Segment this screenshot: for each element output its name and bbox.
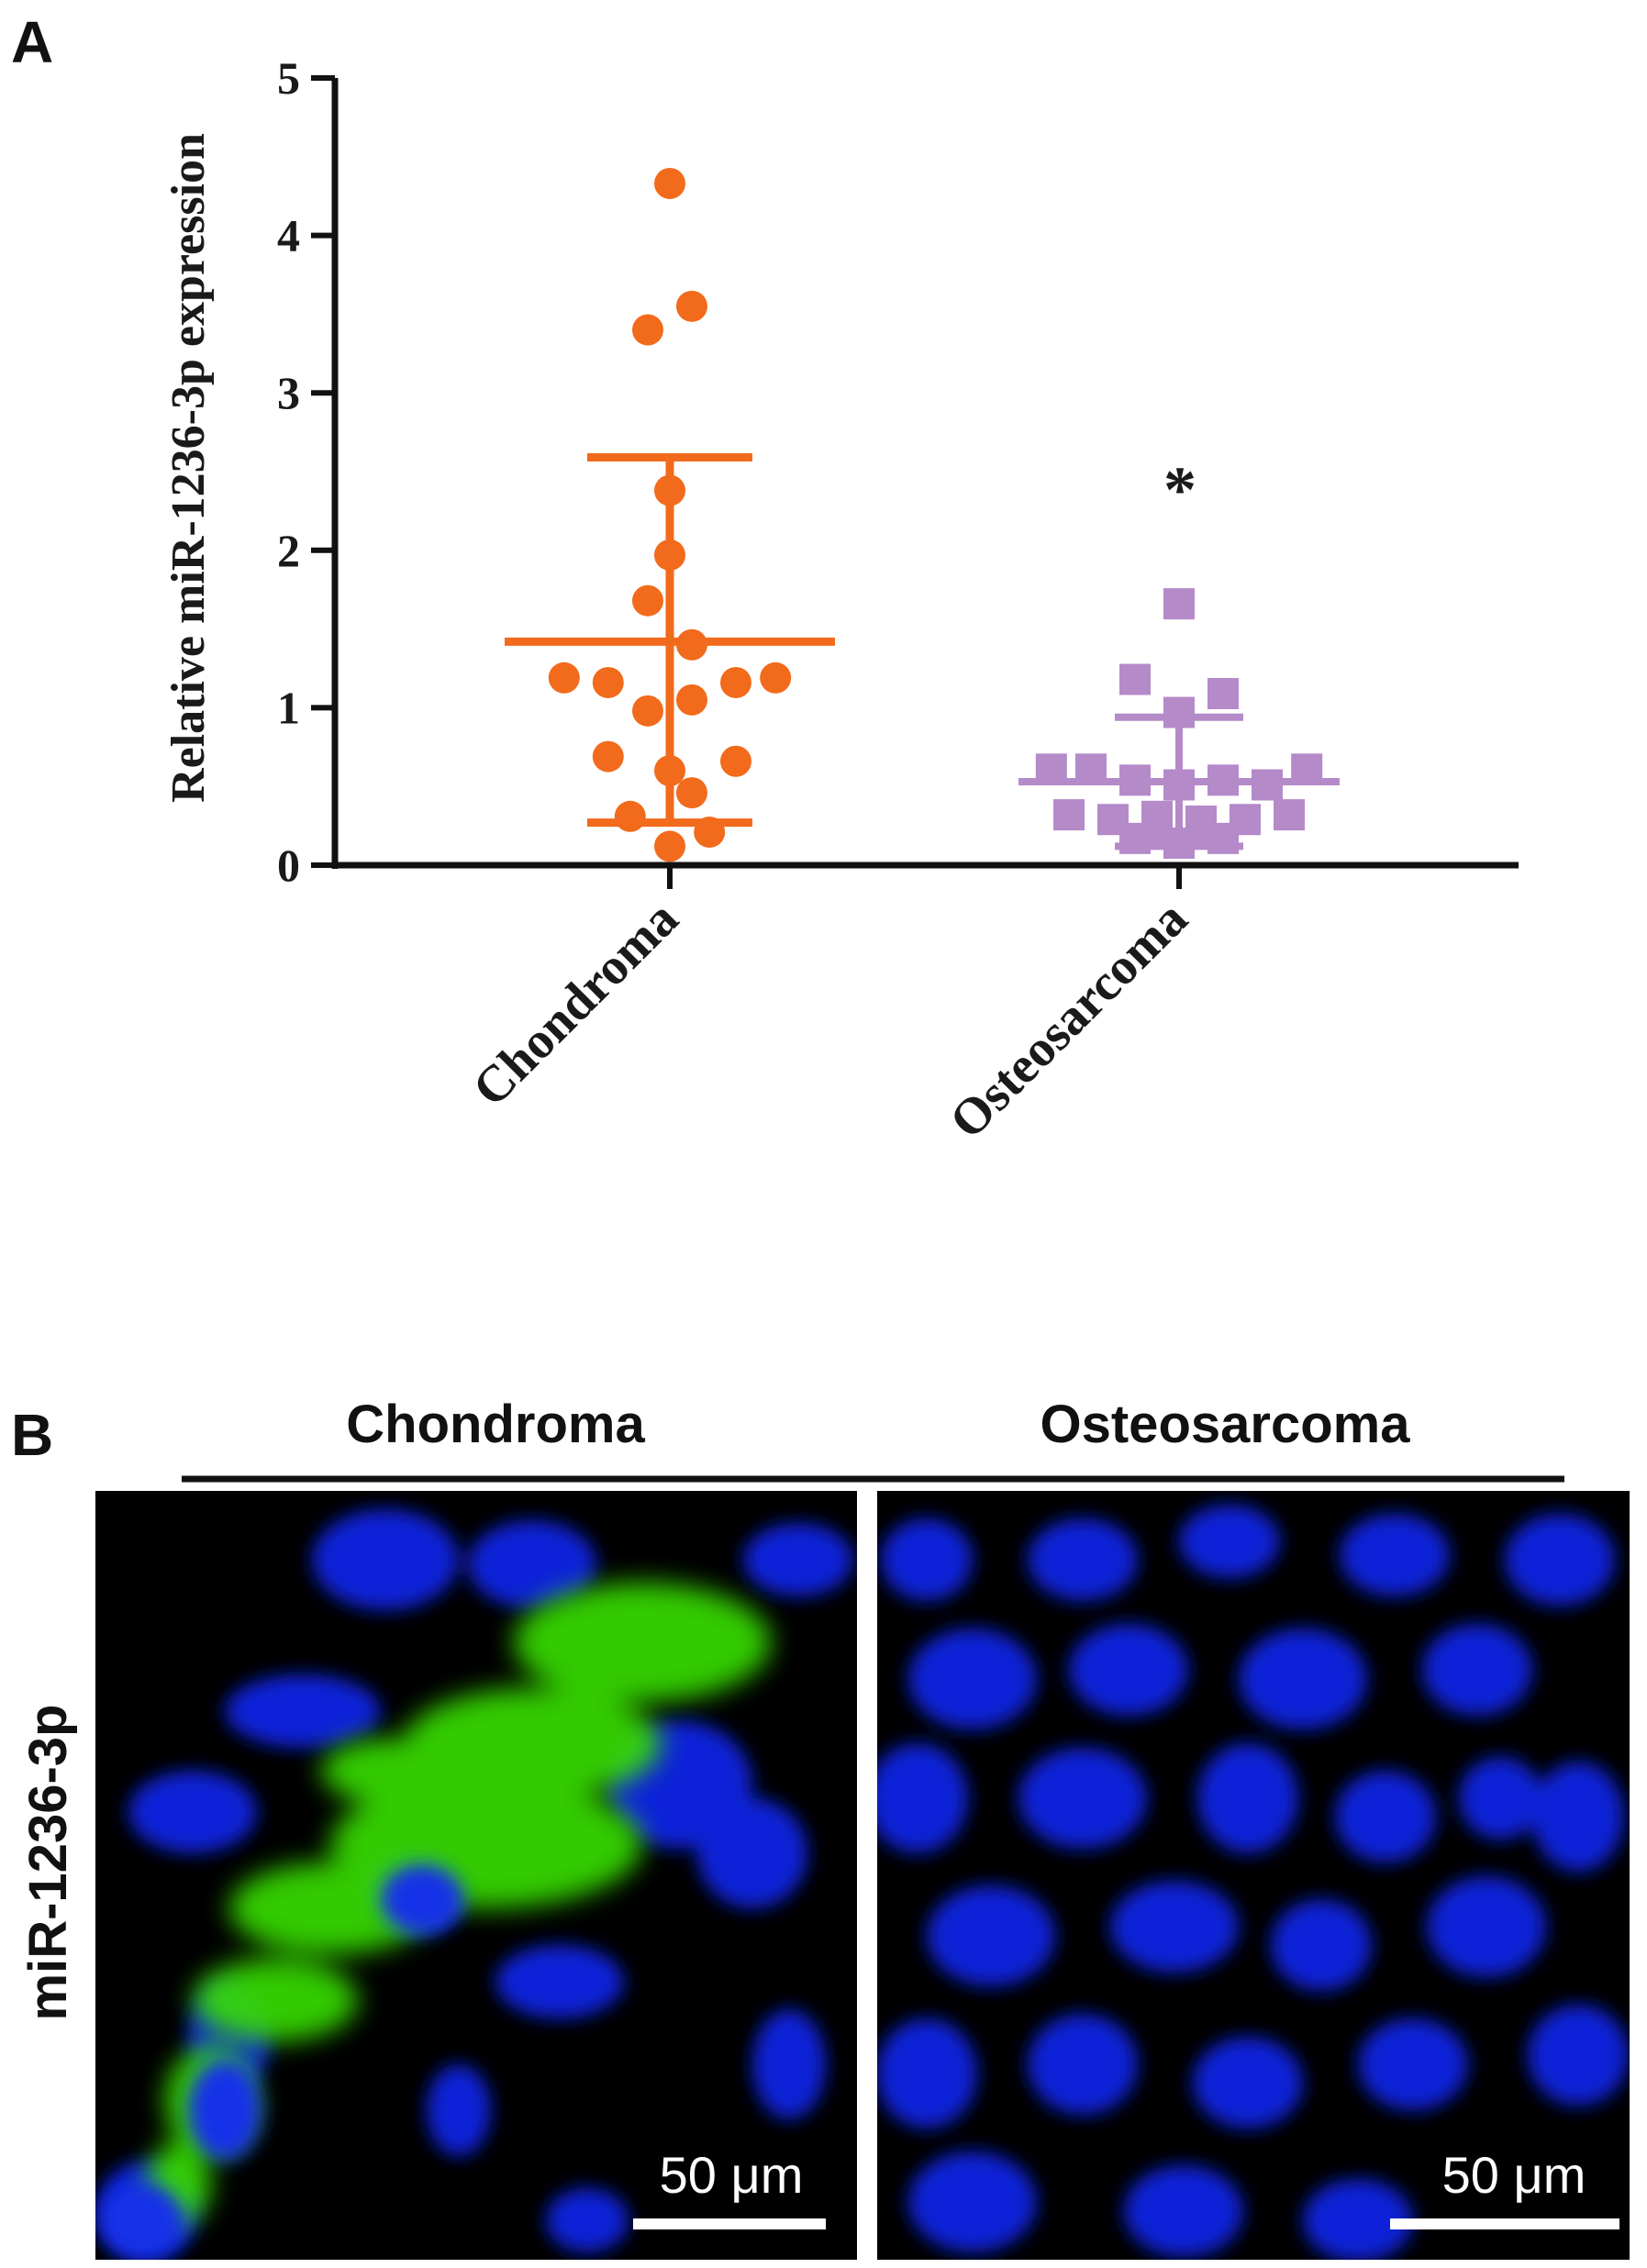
column-header-chondroma: Chondroma [346, 1395, 645, 1454]
data-point [654, 830, 685, 862]
y-tick-label: 0 [277, 839, 300, 891]
data-point [1207, 677, 1239, 709]
x-ticks: Chondroma Osteosarcoma [462, 865, 1198, 1150]
data-point [632, 584, 663, 617]
series-osteosarcoma [1018, 588, 1340, 859]
y-axis-label: Relative miR-1236-3p expression [162, 133, 215, 803]
data-point [614, 800, 646, 832]
x-tick-label: Chondroma [462, 890, 689, 1117]
data-point [720, 666, 751, 698]
data-point [632, 314, 663, 346]
y-tick-label: 5 [277, 52, 300, 104]
data-point [1119, 663, 1151, 695]
scale-bar-label-left: 50 μm [660, 2146, 804, 2204]
panel-b: B Chondroma Osteosarcoma miR-1236-3p [11, 1395, 1630, 2260]
panel-a: A Relative miR-1236-3p expression 0 1 2 3 4 5… [11, 9, 1519, 1150]
data-point [592, 666, 624, 698]
column-header-osteosarcoma: Osteosarcoma [1041, 1395, 1411, 1454]
series-chondroma [505, 167, 835, 862]
data-point [654, 167, 685, 199]
y-tick-label: 1 [277, 682, 300, 733]
data-point [592, 740, 624, 773]
data-point [1274, 799, 1305, 831]
data-point [760, 662, 792, 694]
y-tick-label: 3 [277, 367, 300, 418]
data-point [720, 745, 751, 777]
data-point [1141, 815, 1173, 847]
y-tick-label: 4 [277, 210, 300, 261]
panel-a-letter: A [11, 9, 53, 75]
y-ticks: 0 1 2 3 4 5 [277, 52, 335, 891]
data-point [632, 695, 663, 727]
data-point [1053, 799, 1085, 831]
data-point [676, 684, 707, 716]
series-layer [505, 167, 1340, 862]
scale-bar-left [633, 2218, 826, 2229]
data-point [1163, 588, 1195, 620]
row-label: miR-1236-3p [18, 1705, 78, 2021]
micrograph-osteosarcoma [877, 1491, 1630, 2260]
scale-bar-right [1390, 2218, 1619, 2229]
y-tick-label: 2 [277, 525, 300, 576]
data-point [1185, 816, 1217, 848]
significance-asterisk: * [1163, 453, 1196, 527]
axes [331, 78, 1519, 869]
micrograph-chondroma [95, 1491, 857, 2260]
data-point [676, 290, 707, 322]
x-tick-label: Osteosarcoma [939, 890, 1198, 1150]
panel-b-letter: B [11, 1402, 53, 1468]
data-point [548, 662, 580, 694]
scale-bar-label-right: 50 μm [1442, 2146, 1586, 2204]
data-point [676, 777, 707, 809]
